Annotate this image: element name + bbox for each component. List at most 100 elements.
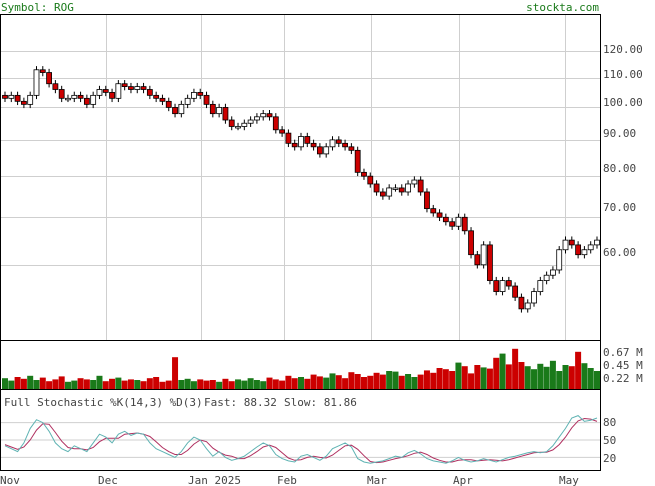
volume-bar <box>14 377 21 389</box>
volume-bar <box>537 363 544 389</box>
volume-bar <box>159 381 166 389</box>
candle-body <box>83 97 90 105</box>
candle-body <box>499 280 506 292</box>
candle-body <box>285 132 292 144</box>
candle-body <box>562 239 569 251</box>
volume-bar <box>342 378 349 389</box>
volume-bar <box>39 377 46 389</box>
candle-body <box>165 100 172 108</box>
volume-bar <box>71 380 78 389</box>
candle-body <box>487 244 493 281</box>
stochastic-title: Full Stochastic %K(14,3) %D(3) <box>4 396 203 409</box>
candle-body <box>442 216 449 223</box>
candle-body <box>121 83 128 87</box>
volume-bar <box>260 381 267 389</box>
volume-tick-label: 0.45 M <box>603 359 643 372</box>
volume-bar <box>493 357 500 389</box>
stochastic-slow-line <box>4 417 598 464</box>
candle-body <box>379 191 386 197</box>
candle-body <box>493 280 500 292</box>
volume-bar <box>505 364 512 389</box>
stochastic-fast-line <box>4 415 598 464</box>
volume-bar <box>543 366 550 389</box>
candle-body <box>109 92 115 99</box>
volume-bar <box>348 372 355 389</box>
volume-bar <box>455 362 462 389</box>
volume-bar <box>480 367 487 389</box>
volume-bar <box>20 378 27 389</box>
volume-bar <box>77 378 84 389</box>
volume-bar <box>310 374 317 389</box>
volume-bar <box>449 371 456 389</box>
candle-body <box>398 187 405 193</box>
volume-bar <box>581 363 588 389</box>
candle-body <box>115 83 122 99</box>
volume-bar <box>178 380 185 389</box>
candle-body <box>96 89 103 96</box>
candle-body <box>260 113 267 118</box>
volume-bar <box>197 379 204 389</box>
volume-bar <box>304 378 311 389</box>
candle-body <box>134 86 141 90</box>
candle-body <box>524 302 531 310</box>
volume-bar <box>423 370 430 389</box>
price-tick-label: 110.00 <box>603 68 643 81</box>
candle-body <box>184 97 191 105</box>
symbol-label: Symbol: ROG <box>1 1 74 14</box>
candle-body <box>39 69 46 73</box>
volume-bar <box>575 351 582 389</box>
price-tick-label: 90.00 <box>603 127 636 140</box>
candle-body <box>531 291 537 304</box>
volume-bar <box>323 377 330 389</box>
candle-body <box>581 249 588 256</box>
volume-bar <box>594 371 600 389</box>
month-label: Apr <box>453 474 473 486</box>
volume-bar <box>379 374 386 389</box>
candle-body <box>304 136 311 144</box>
candle-body <box>518 296 525 310</box>
volume-bar <box>556 371 563 389</box>
candle-body <box>594 239 600 246</box>
candle-body <box>373 183 380 193</box>
volume-bar <box>524 366 531 389</box>
volume-bar <box>392 371 399 389</box>
month-label: May <box>559 474 579 486</box>
volume-bar <box>291 378 298 389</box>
price-tick-label: 80.00 <box>603 162 636 175</box>
candle-body <box>512 285 519 298</box>
candle-body <box>178 103 185 115</box>
candle-body <box>386 187 393 197</box>
candle-body <box>266 113 273 118</box>
candle-body <box>52 83 59 90</box>
candle-body <box>480 244 487 266</box>
volume-bar <box>568 366 575 389</box>
candle-body <box>298 136 304 148</box>
candle-body <box>8 94 15 99</box>
candle-body <box>335 139 342 144</box>
volume-bar <box>272 379 279 389</box>
candle-body <box>323 146 330 155</box>
candle-body <box>128 86 134 90</box>
candle-body <box>568 239 575 246</box>
volume-bar <box>417 374 424 389</box>
volume-bar <box>474 365 481 389</box>
volume-bar <box>109 378 116 389</box>
volume-bar <box>203 380 210 389</box>
candle-body <box>58 89 65 99</box>
month-label: Mar <box>367 474 387 486</box>
candle-body <box>222 107 229 121</box>
candle-body <box>430 208 437 214</box>
volume-bar <box>360 377 367 389</box>
candle-body <box>575 244 582 256</box>
candle-body <box>203 94 210 105</box>
stochastic-tick-label: 80 <box>603 416 616 429</box>
candle-body <box>316 146 323 155</box>
volume-bar <box>184 378 191 389</box>
volume-bar <box>64 381 71 389</box>
candle-body <box>367 175 374 185</box>
candle-body <box>2 94 8 99</box>
price-tick-label: 70.00 <box>603 201 636 214</box>
volume-bar <box>115 377 122 389</box>
candle-body <box>556 249 563 271</box>
stochastic-lines <box>1 415 600 464</box>
